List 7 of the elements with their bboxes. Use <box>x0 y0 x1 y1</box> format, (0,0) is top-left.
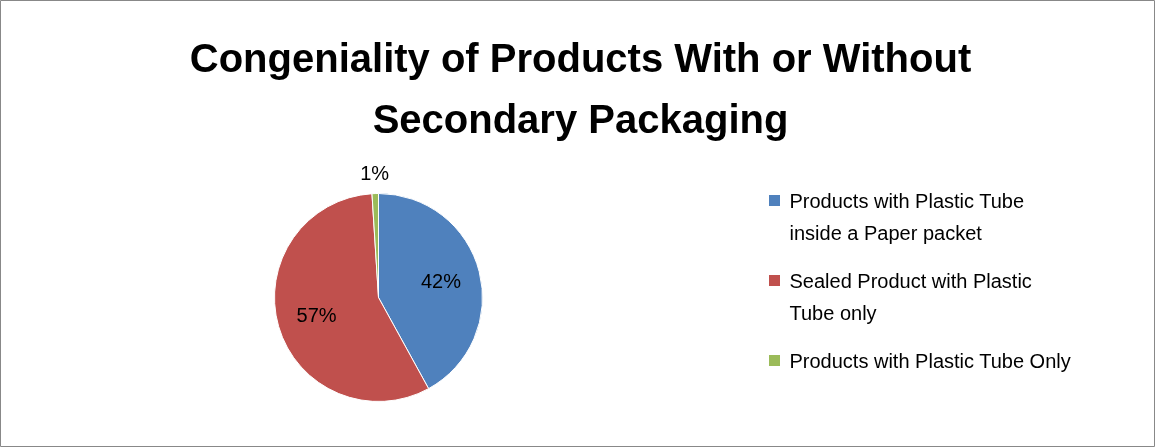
legend-label: Sealed Product with Plastic Tube only <box>789 269 1032 324</box>
legend-label: Products with Plastic Tube inside a Paper packet <box>789 189 1025 244</box>
data-label: 42% <box>420 270 462 293</box>
data-label: 57% <box>296 304 337 327</box>
chart-title: Congeniality of Products With or Without Secondary Packaging <box>189 35 972 141</box>
data-label: 1% <box>360 161 390 184</box>
legend-label: Products with Plastic Tube Only <box>789 349 1071 372</box>
